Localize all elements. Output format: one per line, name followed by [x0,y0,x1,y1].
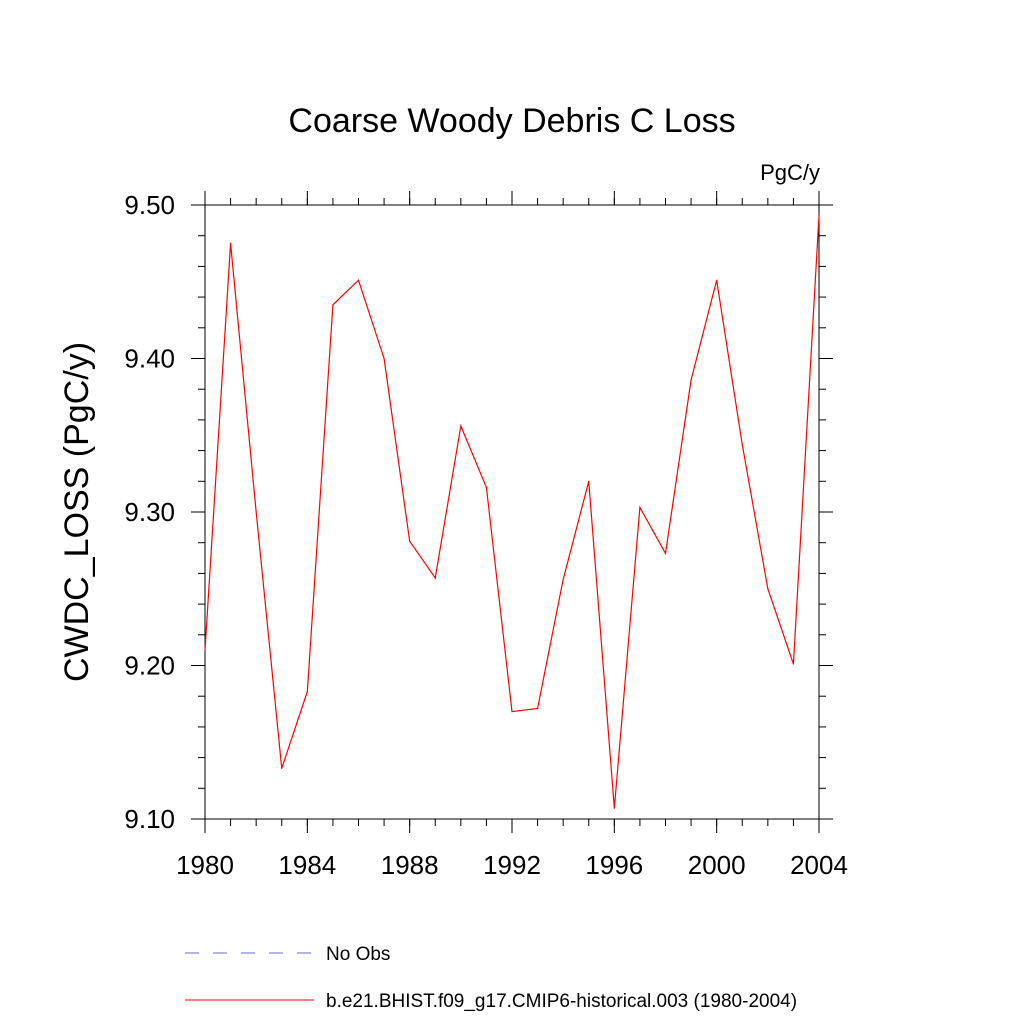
data-point [306,690,308,693]
data-point [229,242,232,244]
legend-label: No Obs [326,944,390,965]
x-tick-label: 1996 [585,850,643,880]
x-tick-label: 1988 [381,850,439,880]
data-point [716,279,718,281]
data-point [818,215,820,217]
units-label: PgC/y [760,160,820,185]
data-point [741,443,743,446]
data-point [792,663,795,665]
data-point [690,379,692,381]
data-point [409,540,411,542]
data-point [511,710,513,713]
y-tick-label: 9.50 [124,190,175,220]
series-layer [204,215,820,809]
y-axis-label: CWDC_LOSS (PgC/y) [58,342,96,682]
x-tick-label: 1980 [176,850,234,880]
y-tick-label: 9.20 [124,651,175,681]
data-point [383,357,385,360]
x-tick-label: 2004 [790,850,848,880]
series-line [204,215,820,809]
data-point [460,425,462,427]
data-point [485,486,488,489]
plot-frame [204,204,820,820]
x-tick-labels: 1980 1984 1988 1992 1996 2000 2004 [176,850,848,880]
data-point [588,480,590,482]
y-tick-label: 9.40 [124,344,175,374]
chart-title: Coarse Woody Debris C Loss [288,102,735,140]
y-tick-label: 9.10 [124,804,175,834]
x-tick-label: 1992 [483,850,541,880]
data-point [562,578,564,581]
data-point [332,304,334,306]
data-point [204,649,206,651]
data-point [639,506,641,508]
data-point [664,552,667,555]
minor-ticks [198,198,826,826]
data-point [255,511,257,513]
data-point [613,807,615,809]
x-tick-label: 2000 [688,850,746,880]
data-point [767,588,769,590]
x-tick-label: 1984 [278,850,336,880]
data-point [281,767,283,769]
major-ticks [191,191,833,833]
data-point [536,707,539,710]
y-tick-label: 9.30 [124,497,175,527]
data-point [357,279,360,281]
legend: No Obs b.e21.BHIST.f09_g17.CMIP6-historic… [185,944,797,1012]
legend-label: b.e21.BHIST.f09_g17.CMIP6-historical.003… [326,991,797,1012]
y-tick-labels: 9.10 9.20 9.30 9.40 9.50 [124,190,175,834]
data-point [434,577,436,579]
